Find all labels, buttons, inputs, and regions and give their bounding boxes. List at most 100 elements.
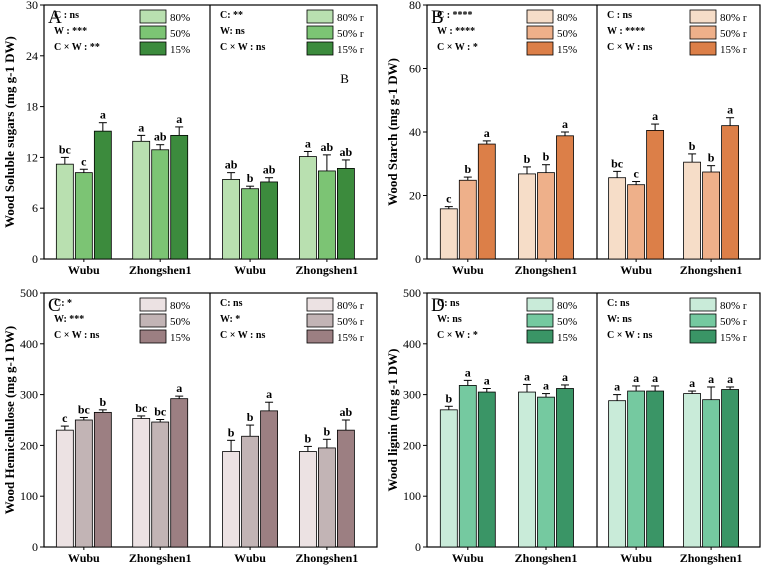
bar: [55, 429, 74, 548]
stat-label: W: ns: [607, 314, 632, 325]
legend-label: 15% r: [337, 44, 364, 56]
significance-letter: a: [543, 379, 549, 393]
bar: [439, 208, 458, 260]
legend-label: 15%: [557, 44, 577, 56]
panel-a: 0 6 12 18 24 30 Wood Soluble sugars (mg g-1 DW…: [2, 0, 378, 277]
significance-letter: a: [633, 371, 639, 385]
legend-swatch: [306, 297, 334, 312]
legend-swatch: [306, 313, 334, 328]
y-tick-label: 400: [20, 337, 38, 351]
panel-letter: C: [48, 295, 61, 316]
legend-swatch: [139, 297, 167, 312]
significance-letter: bc: [78, 402, 91, 416]
legend-label: 15%: [170, 332, 190, 344]
legend-label: 80%: [557, 300, 577, 312]
significance-letter: c: [446, 192, 452, 206]
legend-label: 50%: [170, 28, 190, 40]
legend-swatch: [306, 9, 334, 24]
significance-letter: b: [247, 171, 254, 185]
legend-swatch: [689, 313, 717, 328]
legend-swatch: [689, 9, 717, 24]
significance-letter: a: [176, 381, 182, 395]
y-axis-label: Wood Soluble sugars (mg g-1 DW): [2, 36, 17, 228]
bar: [298, 156, 317, 260]
bar: [317, 170, 336, 260]
y-tick-label: 20: [409, 189, 421, 203]
bar: [537, 396, 555, 548]
legend-label: 50% r: [337, 316, 364, 328]
bar: [646, 130, 665, 260]
plot-frame: [426, 292, 761, 548]
bar: [518, 173, 536, 260]
significance-letter: a: [484, 374, 490, 388]
y-tick-label: 0: [415, 540, 421, 554]
y-tick-label: 200: [20, 438, 38, 452]
x-tick-label: Zhongshen1: [129, 263, 192, 277]
significance-letter: b: [524, 152, 531, 166]
panel-letter: B: [431, 7, 444, 28]
bar: [721, 125, 739, 260]
significance-letter: ab: [225, 158, 238, 172]
significance-letter: a: [727, 103, 733, 117]
legend-label: 15% r: [720, 332, 747, 344]
legend-label: 80% r: [720, 300, 747, 312]
stat-label: C × W : ns: [607, 330, 652, 341]
stat-label: C × W : ns: [220, 330, 265, 341]
bar: [170, 134, 189, 260]
legend-swatch: [139, 329, 167, 344]
bar: [93, 411, 112, 548]
significance-letter: b: [99, 395, 106, 409]
significance-letter: a: [100, 108, 106, 122]
bar: [646, 390, 665, 548]
significance-letter: c: [62, 411, 68, 425]
legend-swatch: [526, 41, 554, 56]
y-tick-label: 300: [403, 388, 421, 402]
significance-letter: a: [176, 112, 182, 126]
bar: [151, 421, 170, 548]
bar: [702, 171, 720, 260]
y-tick-label: 200: [403, 438, 421, 452]
stat-label: C: *: [54, 298, 72, 309]
legend-label: 80%: [557, 12, 577, 24]
bar: [627, 184, 646, 260]
legend-swatch: [689, 329, 717, 344]
legend-label: 80% r: [337, 300, 364, 312]
significance-letter: a: [562, 117, 568, 131]
legend-swatch: [689, 25, 717, 40]
bar: [683, 161, 701, 260]
significance-letter: b: [689, 139, 696, 153]
y-tick-label: 0: [415, 252, 421, 266]
legend-swatch: [139, 9, 167, 24]
bar: [458, 179, 477, 260]
bar: [439, 409, 458, 548]
significance-letter: b: [305, 431, 312, 445]
y-tick-label: 500: [403, 286, 421, 300]
stat-label: C × W : ns: [607, 42, 652, 53]
legend-label: 15% r: [337, 332, 364, 344]
panel-letter: A: [48, 7, 62, 28]
y-tick-label: 40: [409, 125, 421, 139]
stat-label: W: ns: [220, 26, 245, 37]
legend-swatch: [306, 25, 334, 40]
x-tick-label: Wubu: [234, 551, 266, 565]
y-tick-label: 400: [403, 337, 421, 351]
significance-letter: ab: [263, 163, 276, 177]
legend-swatch: [689, 297, 717, 312]
legend-label: 50%: [557, 316, 577, 328]
bar: [93, 130, 112, 260]
panel-b: 0 20 40 60 80 Wood Starch (mg g-1 DW) B Wubu Zho…: [385, 0, 761, 277]
stat-label: C : ns: [54, 10, 79, 21]
y-tick-label: 18: [26, 100, 38, 114]
bar: [222, 179, 240, 260]
legend-label: 80%: [170, 12, 190, 24]
significance-letter: b: [708, 151, 715, 165]
significance-letter: a: [652, 371, 658, 385]
y-axis-label: Wood Starch (mg g-1 DW): [385, 58, 400, 206]
significance-letter: a: [266, 387, 272, 401]
legend-label: 80% r: [337, 12, 364, 24]
significance-letter: b: [464, 162, 471, 176]
legend-swatch: [139, 25, 167, 40]
stat-label: W: ns: [437, 314, 462, 325]
bar: [151, 149, 170, 260]
